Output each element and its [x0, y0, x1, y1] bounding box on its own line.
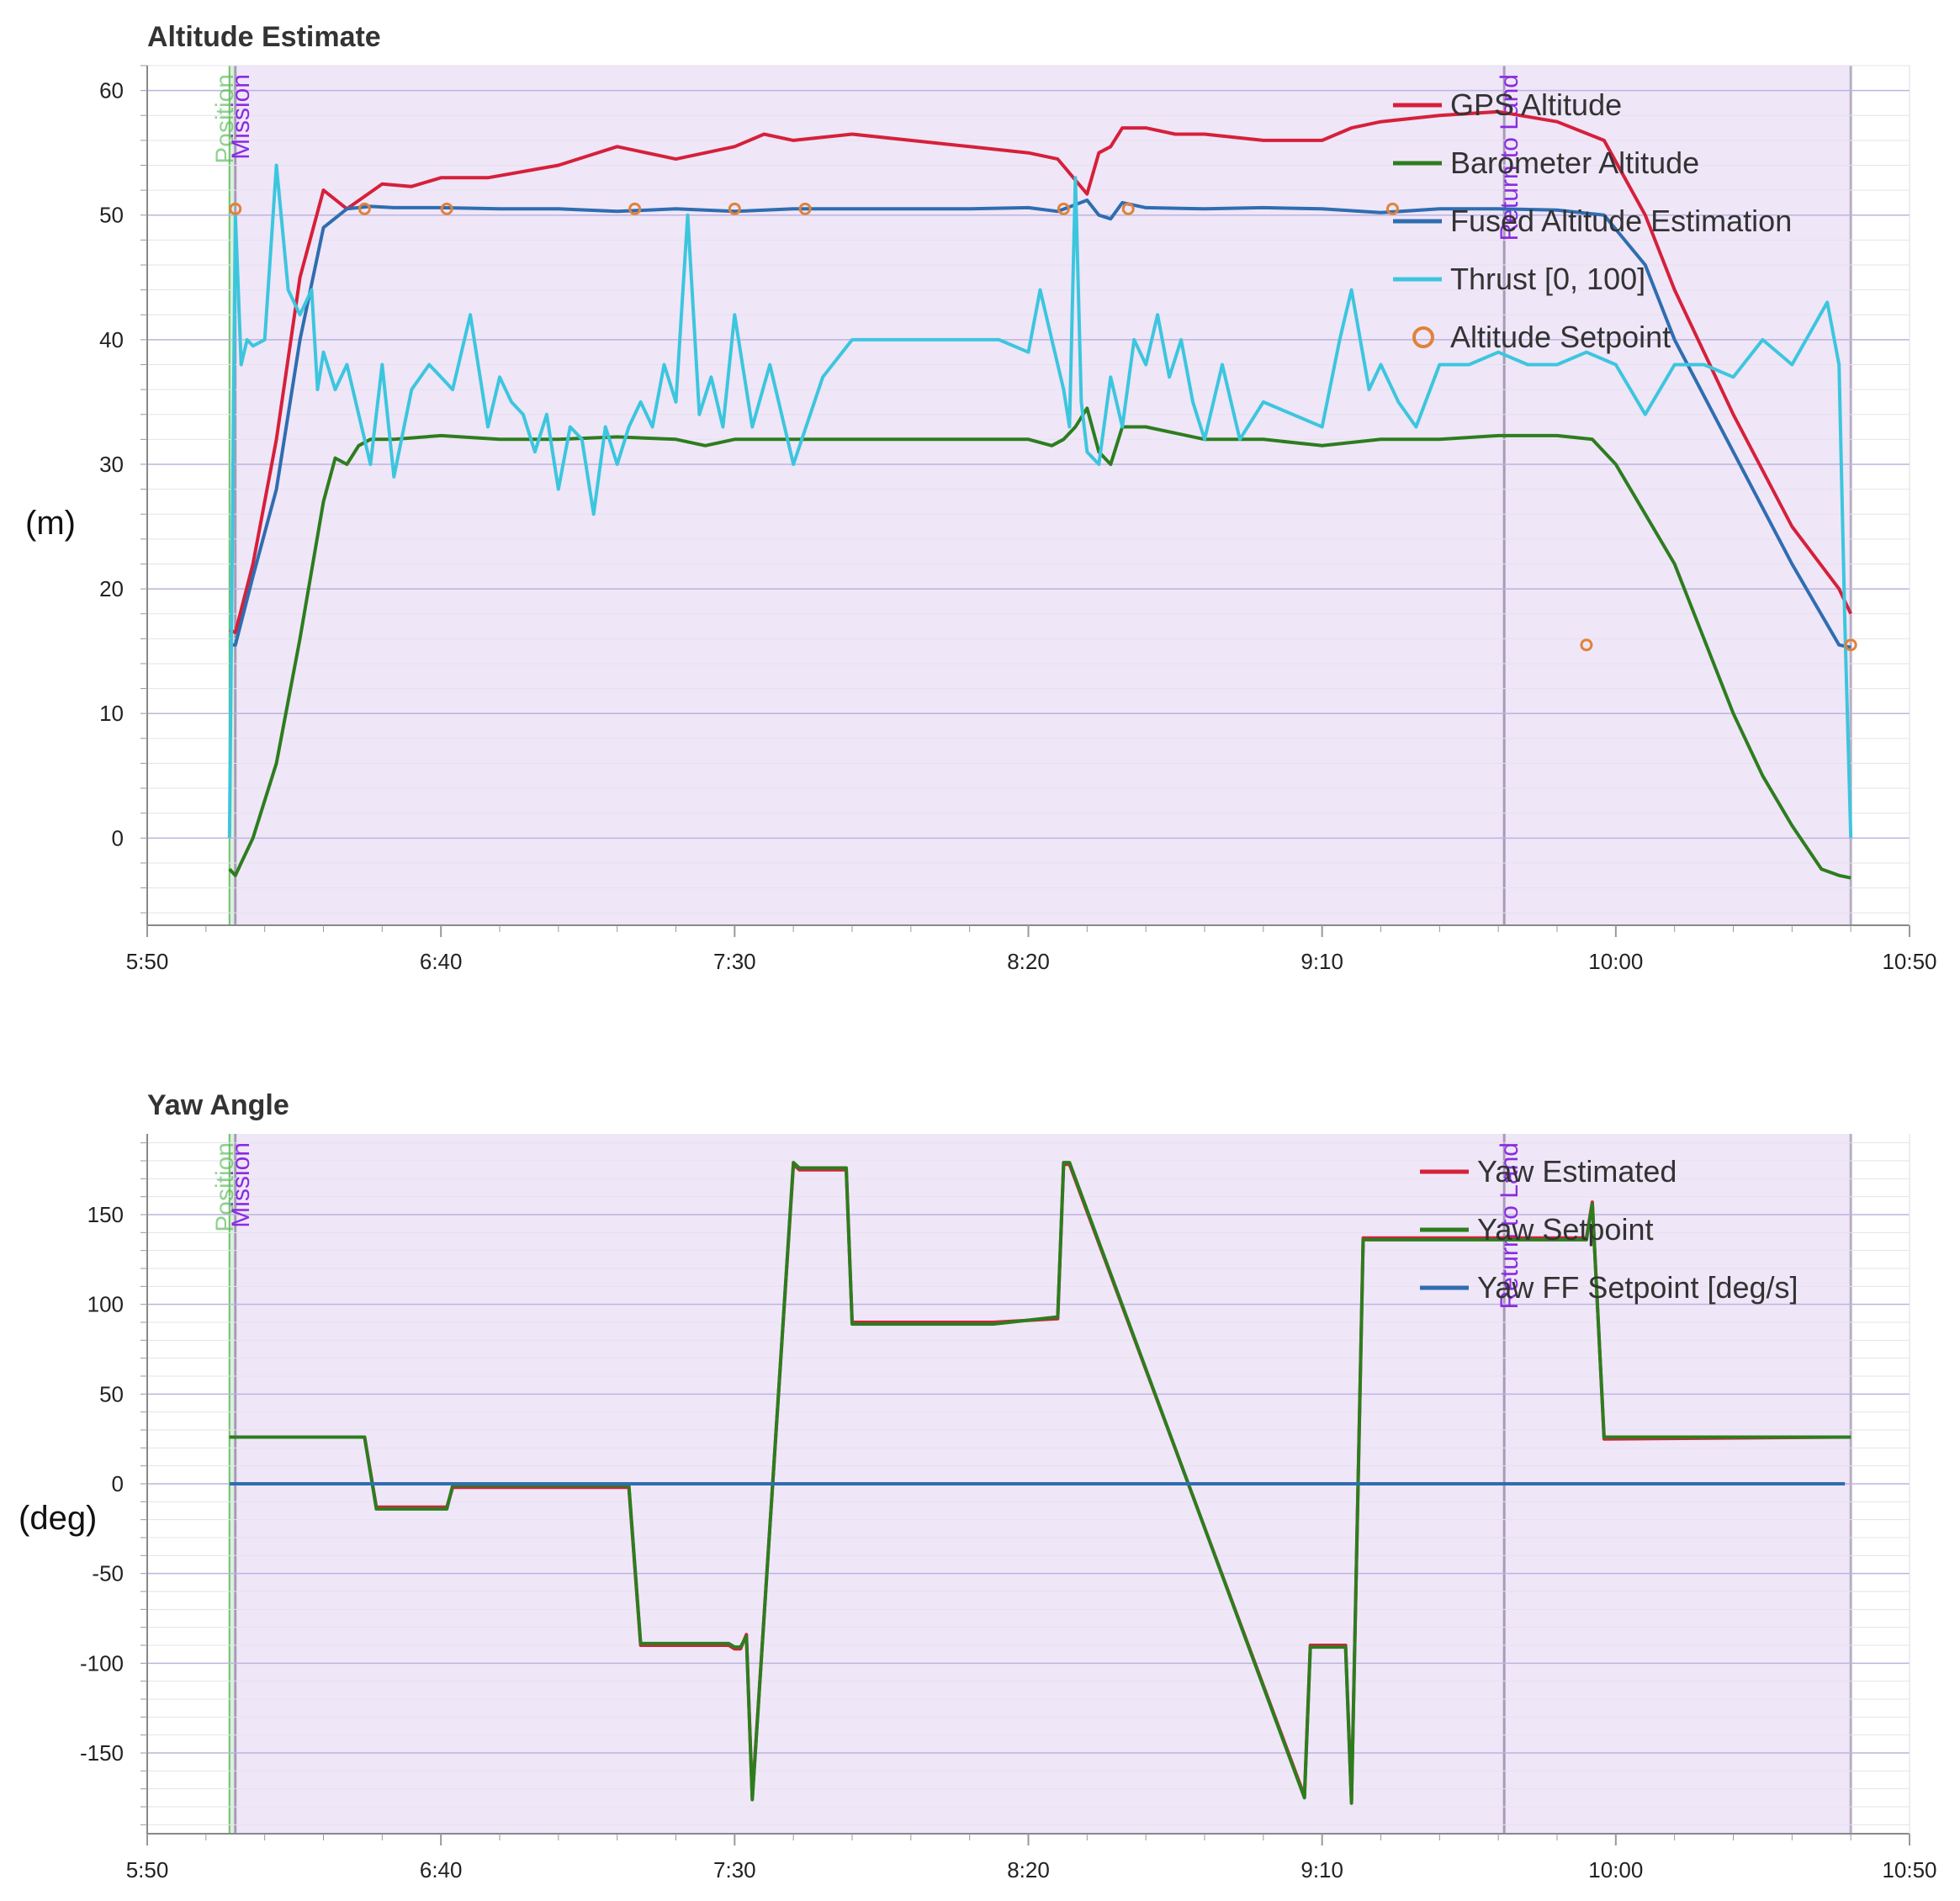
x-tick-label: 7:30 [713, 949, 756, 974]
x-tick-label: 10:50 [1882, 949, 1936, 974]
setpoint-marker [229, 202, 242, 215]
legend-entry[interactable]: GPS Altitude [1450, 87, 1622, 122]
y-tick-label: 100 [87, 1292, 124, 1317]
legend-entry[interactable]: Altitude Setpoint [1450, 320, 1671, 354]
y-tick-label: 0 [112, 825, 124, 850]
x-tick-label: 10:00 [1588, 1857, 1643, 1882]
y-tick-label: 40 [99, 327, 124, 352]
y-tick-label: 50 [99, 203, 124, 228]
x-tick-label: 10:00 [1588, 949, 1643, 974]
legend-entry[interactable]: Fused Altitude Estimation [1450, 204, 1792, 238]
x-tick-label: 5:50 [126, 1857, 169, 1882]
altitude-estimate-chart: 60 50 40 30 20 10 0 5:50 6:40 7:30 8:20 9:10 10:00 10… [25, 21, 1937, 974]
setpoint-marker [1121, 202, 1135, 215]
y-axis-label: (deg) [19, 1500, 97, 1537]
flight-mode-label: Mission [227, 1142, 255, 1228]
legend-entry[interactable]: Thrust [0, 100] [1450, 262, 1645, 296]
x-tick-label: 5:50 [126, 949, 169, 974]
legend-entry[interactable]: Yaw Estimated [1477, 1154, 1677, 1189]
y-tick-label: -50 [92, 1561, 124, 1586]
y-tick-label: 50 [99, 1381, 124, 1406]
x-tick-label: 8:20 [1007, 1857, 1050, 1882]
x-tick-label: 6:40 [420, 949, 463, 974]
y-tick-label: -100 [80, 1650, 124, 1676]
setpoint-marker [1385, 202, 1399, 215]
setpoint-marker [728, 202, 741, 215]
setpoint-marker [358, 202, 371, 215]
x-tick-label: 6:40 [420, 1857, 463, 1882]
setpoint-marker [1057, 202, 1070, 215]
yaw-angle-chart: 150 100 50 0 -50 -100 -150 5:50 6:40 7:30 8:20 9:10… [19, 1089, 1937, 1882]
y-tick-label: -150 [80, 1740, 124, 1766]
flight-mode-label: Return to Land [1496, 1142, 1523, 1309]
legend[interactable]: GPS Altitude Barometer Altitude Fused Alti… [1393, 87, 1792, 354]
flight-mode-band [1504, 66, 1851, 925]
x-tick-label: 8:20 [1007, 949, 1050, 974]
x-tick-label: 10:50 [1882, 1857, 1936, 1882]
flight-mode-label: Position [211, 1142, 239, 1232]
series-line [227, 163, 1853, 839]
setpoint-marker [628, 202, 642, 215]
flight-mode-label: Mission [227, 74, 255, 160]
chart-title: Yaw Angle [147, 1089, 289, 1121]
y-tick-label: 150 [87, 1202, 124, 1227]
setpoint-marker [798, 202, 812, 215]
setpoint-marker [440, 202, 453, 215]
x-tick-label: 9:10 [1300, 949, 1343, 974]
x-tick-label: 7:30 [713, 1857, 756, 1882]
y-axis-label: (m) [25, 505, 76, 542]
series-line [229, 1161, 1851, 1805]
series-line [229, 109, 1853, 634]
setpoint-marker [1580, 638, 1593, 652]
legend-entry[interactable]: Yaw FF Setpoint [deg/s] [1477, 1270, 1798, 1305]
legend-entry[interactable]: Yaw Setpoint [1477, 1212, 1653, 1247]
y-tick-label: 20 [99, 576, 124, 601]
legend[interactable]: Yaw Estimated Yaw Setpoint Yaw FF Setpoint… [1420, 1154, 1798, 1305]
chart-title: Altitude Estimate [147, 21, 381, 53]
series-line [228, 406, 1851, 880]
x-tick-label: 9:10 [1300, 1857, 1343, 1882]
y-tick-label: 30 [99, 452, 124, 477]
y-tick-label: 60 [99, 78, 124, 103]
legend-entry[interactable]: Barometer Altitude [1450, 146, 1699, 180]
flight-mode-label: Position [211, 74, 239, 164]
y-tick-label: 10 [99, 701, 124, 726]
legend-marker [1412, 326, 1434, 348]
flight-mode-band [235, 66, 1505, 925]
flight-mode-label: Return to Land [1496, 74, 1523, 241]
y-tick-label: 0 [112, 1471, 124, 1496]
setpoint-marker [1844, 638, 1857, 652]
